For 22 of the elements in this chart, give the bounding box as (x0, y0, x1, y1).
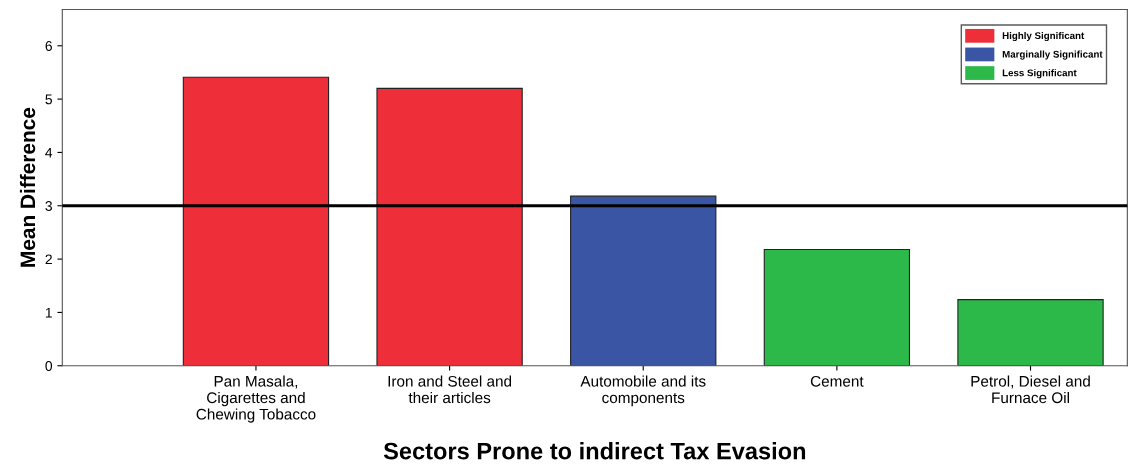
y-axis-title: Mean Difference (19, 107, 36, 267)
bar (570, 195, 717, 366)
y-tick-label: 2 (45, 254, 52, 265)
x-tick-label: Cement (810, 375, 864, 387)
y-tick-label: 5 (45, 94, 53, 105)
x-axis-title: Sectors Prone to indirect Tax Evasion (383, 442, 806, 460)
y-tick-label: 3 (45, 201, 52, 211)
x-tick-label: Iron and Steel and their articles (388, 375, 512, 404)
bar (957, 299, 1104, 366)
y-tick-label: 0 (45, 361, 53, 371)
y-tick-label: 6 (45, 41, 52, 51)
y-tick-label: 4 (45, 147, 53, 158)
y-tick-label: 1 (45, 307, 52, 318)
x-tick-label: Automobile and its components (580, 375, 706, 407)
x-tick-label: Pan Masala, Cigarettes and Chewing Tobacco (196, 375, 316, 423)
legend-label: Marginally Significant (1002, 50, 1103, 60)
bar (376, 87, 523, 366)
bar (763, 248, 911, 366)
bar (182, 76, 330, 366)
x-tick-label: Petrol, Diesel and Furnace Oil (971, 375, 1090, 404)
legend-label: Highly Significant (1002, 31, 1085, 42)
legend-label: Less Significant (1002, 69, 1077, 79)
